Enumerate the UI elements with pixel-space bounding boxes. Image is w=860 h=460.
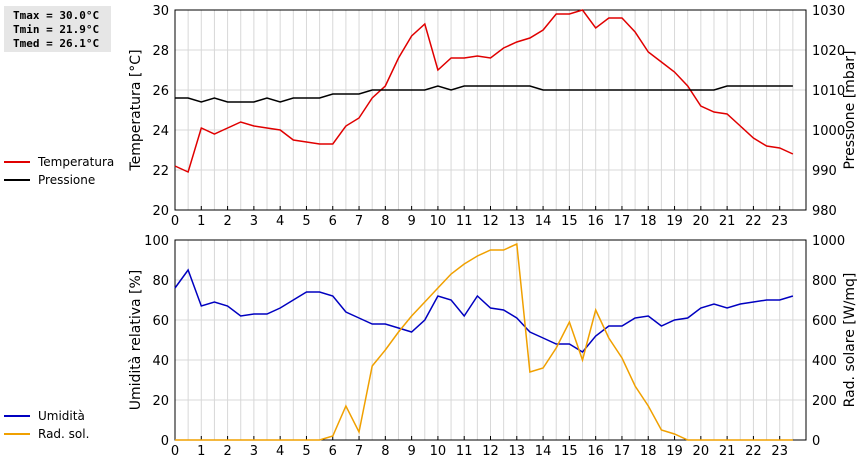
chart1-series-temperatura-line — [174, 9, 794, 174]
legend-label-temperature: Temperatura — [38, 155, 115, 169]
chart1-x-tick-label: 7 — [355, 214, 363, 229]
chart1-x-tick-label: 9 — [407, 214, 415, 229]
chart2-y2label: Rad. solare [W/mq] — [842, 273, 858, 408]
chart2-y2-tick-label: 0 — [812, 434, 820, 449]
chart1-x-tick-label: 2 — [223, 214, 231, 229]
legend-swatch-temperature — [4, 161, 30, 163]
chart1-x-tick-label: 4 — [276, 214, 284, 229]
legend-swatch-humidity — [4, 415, 30, 417]
chart1-x-tick-label: 14 — [535, 214, 552, 229]
chart2-x-tick-label: 21 — [719, 444, 736, 459]
chart1-x-tick-label: 11 — [456, 214, 473, 229]
legend-label-pressure: Pressione — [38, 173, 96, 187]
chart2-y-tick-label: 100 — [144, 234, 169, 249]
chart2-x-tick-label: 13 — [509, 444, 526, 459]
chart1-y2-tick-label: 1010 — [812, 84, 845, 99]
chart2-series-rad-sol-line — [175, 242, 793, 441]
chart1-x-tick-label: 1 — [197, 214, 205, 229]
chart1-y2-tick-label: 990 — [812, 164, 837, 179]
chart2-x-tick-label: 17 — [614, 444, 631, 459]
chart1-x-tick-label: 15 — [561, 214, 578, 229]
chart2-x-tick-label: 15 — [561, 444, 578, 459]
chart1-x-tick-label: 23 — [771, 214, 788, 229]
chart2-y2-tick-label: 400 — [812, 354, 837, 369]
legend-item-temperature: Temperatura — [4, 153, 114, 171]
chart2-y-tick-label: 80 — [152, 274, 169, 289]
chart1-x-tick-label: 21 — [719, 214, 736, 229]
chart2-x-tick-label: 4 — [276, 444, 284, 459]
chart1-x-tick-label: 18 — [640, 214, 657, 229]
chart1-y2-tick-label: 980 — [812, 204, 837, 219]
chart2-x-tick-label: 14 — [535, 444, 552, 459]
chart1-x-tick-label: 16 — [587, 214, 604, 229]
legend-label-solar: Rad. sol. — [38, 427, 90, 441]
chart2-x-tick-label: 22 — [745, 444, 762, 459]
chart1-x-tick-label: 6 — [329, 214, 337, 229]
legend-swatch-pressure — [4, 179, 30, 181]
chart1-y-tick-label: 28 — [152, 44, 169, 59]
legend-item-solar: Rad. sol. — [4, 425, 89, 443]
chart2-series-umidit-line — [174, 268, 794, 353]
chart1-y-tick-label: 26 — [152, 84, 169, 99]
chart1-y-tick-label: 30 — [152, 4, 169, 19]
chart2-y2-tick-label: 600 — [812, 314, 837, 329]
chart2-x-tick-label: 7 — [355, 444, 363, 459]
chart2-y2-tick-label: 800 — [812, 274, 837, 289]
chart2-x-tick-label: 5 — [302, 444, 310, 459]
tmed-text: Tmed = 26.1°C — [13, 37, 100, 50]
chart1-x-tick-label: 8 — [381, 214, 389, 229]
chart2-y2-tick-label: 200 — [812, 394, 837, 409]
stats-box: Tmax = 30.0°C Tmin = 21.9°C Tmed = 26.1°… — [4, 6, 111, 52]
chart2-x-tick-label: 8 — [381, 444, 389, 459]
legend-swatch-solar — [4, 433, 30, 435]
chart1-y2-tick-label: 1030 — [812, 4, 845, 19]
chart1-x-tick-label: 17 — [614, 214, 631, 229]
chart1-x-tick-label: 22 — [745, 214, 762, 229]
legend-item-pressure: Pressione — [4, 171, 114, 189]
chart1-x-tick-label: 5 — [302, 214, 310, 229]
chart1-y-tick-label: 24 — [152, 124, 169, 139]
chart2-x-tick-label: 19 — [666, 444, 683, 459]
chart2-x-tick-label: 6 — [329, 444, 337, 459]
legend-bottom: Umidità Rad. sol. — [4, 407, 89, 443]
chart2-x-tick-label: 0 — [171, 444, 179, 459]
chart2-x-tick-label: 2 — [223, 444, 231, 459]
chart1-y2-tick-label: 1020 — [812, 44, 845, 59]
chart2-y2-tick-label: 1000 — [812, 234, 845, 249]
tmin-text: Tmin = 21.9°C — [13, 23, 100, 36]
chart2-x-tick-label: 20 — [693, 444, 710, 459]
legend-item-humidity: Umidità — [4, 407, 89, 425]
chart2-x-tick-label: 3 — [250, 444, 258, 459]
chart2-x-tick-label: 10 — [430, 444, 447, 459]
chart2-y-tick-label: 20 — [152, 394, 169, 409]
legend-label-humidity: Umidità — [38, 409, 85, 423]
chart1-x-tick-label: 13 — [509, 214, 526, 229]
chart1-y-tick-label: 22 — [152, 164, 169, 179]
chart2-x-tick-label: 11 — [456, 444, 473, 459]
chart1-x-tick-label: 19 — [666, 214, 683, 229]
chart2-x-tick-label: 12 — [482, 444, 499, 459]
legend-top: Temperatura Pressione — [4, 153, 114, 189]
chart1-y2label: Pressione [mbar] — [842, 50, 858, 169]
tmax-text: Tmax = 30.0°C — [13, 9, 100, 22]
chart2-ylabel: Umidità relativa [%] — [128, 270, 144, 411]
chart2-x-tick-label: 16 — [587, 444, 604, 459]
chart2-x-tick-label: 1 — [197, 444, 205, 459]
chart2-x-tick-label: 23 — [771, 444, 788, 459]
chart1-series-pressione-line — [175, 85, 793, 103]
chart1-x-tick-label: 20 — [693, 214, 710, 229]
chart2-y-tick-label: 0 — [161, 434, 169, 449]
chart1-x-tick-label: 12 — [482, 214, 499, 229]
chart1-y-tick-label: 20 — [152, 204, 169, 219]
chart2-x-tick-label: 9 — [407, 444, 415, 459]
chart1-ylabel: Temperatura [°C] — [128, 49, 144, 171]
chart1-x-tick-label: 10 — [430, 214, 447, 229]
chart1-x-tick-label: 0 — [171, 214, 179, 229]
chart2-y-tick-label: 40 — [152, 354, 169, 369]
chart2-x-tick-label: 18 — [640, 444, 657, 459]
chart1-x-tick-label: 3 — [250, 214, 258, 229]
chart2-y-tick-label: 60 — [152, 314, 169, 329]
chart1-y2-tick-label: 1000 — [812, 124, 845, 139]
